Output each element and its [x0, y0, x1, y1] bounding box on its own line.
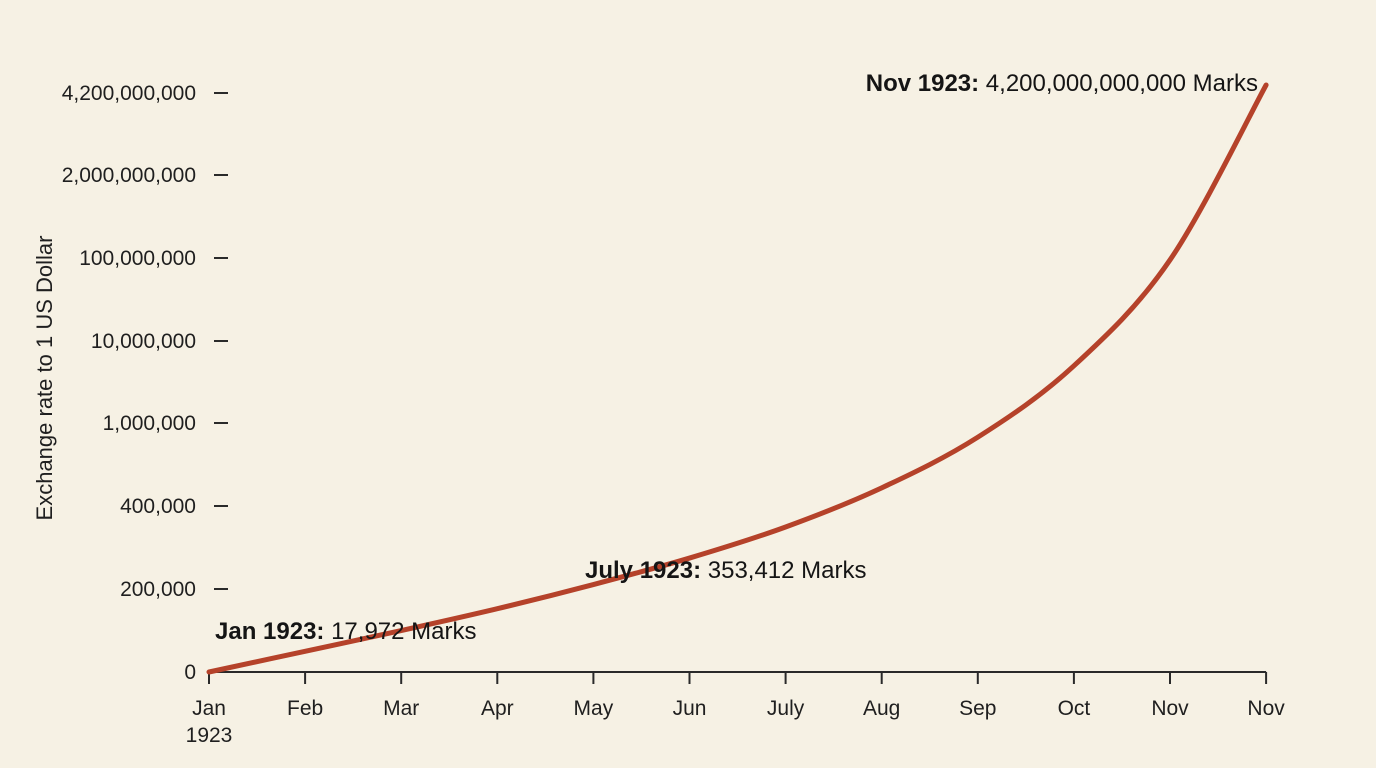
x-tick-label: Nov — [1151, 697, 1189, 720]
y-axis-label: Exchange rate to 1 US Dollar — [32, 236, 57, 521]
y-tick-label: 10,000,000 — [91, 330, 196, 353]
x-tick-label: July — [767, 697, 805, 720]
x-tick-label: Mar — [383, 697, 419, 720]
x-tick-label: May — [574, 697, 614, 720]
x-tick-label: Oct — [1058, 697, 1091, 720]
x-tick-label: Apr — [481, 697, 514, 720]
x-axis-ticks: Jan 1923 Feb Mar Apr May Jun July Aug Sep Oct Nov No… — [186, 672, 1285, 747]
annotations: Jan 1923: 17,972 Marks July 1923: 353,412… — [215, 70, 1258, 645]
x-tick-label: Sep — [959, 697, 996, 720]
y-tick-label: 4,200,000,000 — [62, 82, 196, 105]
series-group — [206, 82, 1269, 675]
x-tick-label: Nov — [1247, 697, 1285, 720]
y-tick-label: 2,000,000,000 — [62, 164, 196, 187]
y-tick-label: 200,000 — [120, 578, 196, 601]
y-tick-label: 100,000,000 — [79, 247, 196, 270]
y-tick-label: 1,000,000 — [103, 412, 196, 435]
annotation-label: Jan 1923: 17,972 Marks — [215, 618, 476, 645]
annotation-label: Nov 1923: 4,200,000,000,000 Marks — [866, 70, 1258, 97]
y-tick-label: 400,000 — [120, 495, 196, 518]
y-tick-label: 0 — [184, 661, 196, 684]
x-tick-label: Aug — [863, 697, 900, 720]
annotation-label: July 1923: 353,412 Marks — [585, 557, 867, 584]
x-tick-label: 1923 — [186, 724, 233, 747]
x-tick-label: Jun — [673, 697, 707, 720]
y-axis-ticks: 0 200,000 400,000 1,000,000 10,000,000 100,00… — [62, 82, 228, 684]
x-tick-label: Jan — [192, 697, 226, 720]
x-tick-label: Feb — [287, 697, 323, 720]
series-line — [206, 82, 1269, 675]
